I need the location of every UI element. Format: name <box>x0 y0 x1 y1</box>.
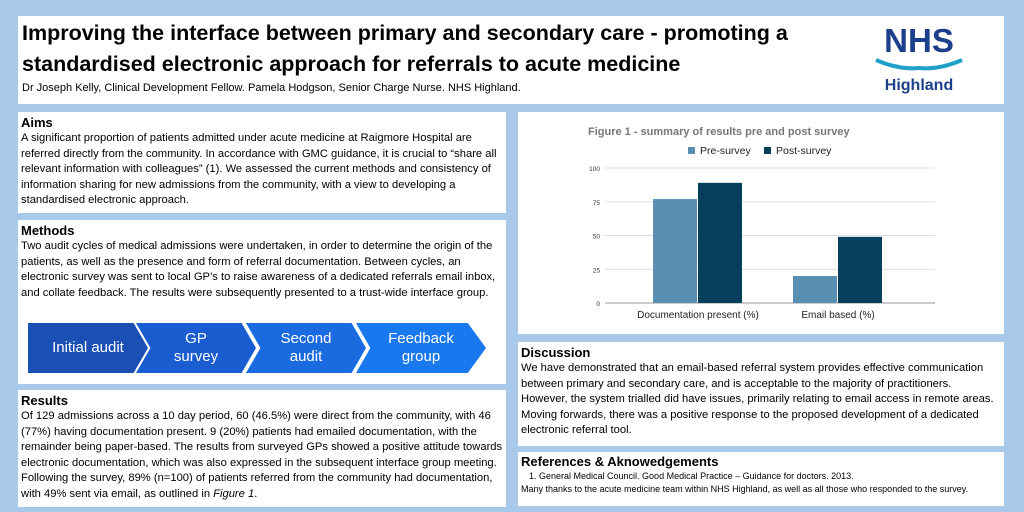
y-tick-label: 25 <box>593 267 601 274</box>
step-initial-audit: Initial audit <box>28 323 148 373</box>
chart-panel: Figure 1 - summary of results pre and po… <box>518 112 1004 334</box>
results-panel: Results Of 129 admissions across a 10 da… <box>18 390 506 507</box>
discussion-text: We have demonstrated that an email-based… <box>521 362 994 436</box>
bar-chart: Figure 1 - summary of results pre and po… <box>588 126 935 321</box>
step-second-audit: Second audit <box>246 323 366 373</box>
y-tick-label: 100 <box>589 166 600 173</box>
references-panel: References & Aknowedgements 1. General M… <box>518 452 1004 506</box>
y-tick-label: 50 <box>593 234 601 241</box>
legend-label: Post-survey <box>776 145 832 157</box>
bar <box>793 276 837 303</box>
bar <box>653 199 697 303</box>
header-panel: Improving the interface between primary … <box>18 16 1004 104</box>
y-tick-label: 0 <box>596 301 600 308</box>
step-gp-survey: GP survey <box>136 323 256 373</box>
legend-swatch <box>764 147 771 154</box>
acknowledgements-text: Many thanks to the acute medicine team w… <box>521 484 969 494</box>
aims-heading: Aims <box>21 115 53 130</box>
x-tick-label: Documentation present (%) <box>637 310 759 321</box>
step-feedback-group: Feedback group <box>356 323 486 373</box>
nhs-highland-logo: NHS Highland <box>874 24 964 95</box>
authors: Dr Joseph Kelly, Clinical Development Fe… <box>22 82 521 94</box>
aims-text: A significant proportion of patients adm… <box>21 132 497 206</box>
methods-heading: Methods <box>21 223 75 238</box>
aims-panel: Aims A significant proportion of patient… <box>18 112 506 213</box>
bar <box>838 236 882 303</box>
reference-item: 1. General Medical Council. Good Medical… <box>529 471 854 481</box>
discussion-heading: Discussion <box>521 345 591 360</box>
legend-swatch <box>688 147 695 154</box>
x-tick-label: Email based (%) <box>801 310 874 321</box>
bar <box>698 182 742 303</box>
wave-icon <box>875 58 963 71</box>
results-heading: Results <box>21 393 68 408</box>
discussion-panel: Discussion We have demonstrated that an … <box>518 342 1004 446</box>
methods-text: Two audit cycles of medical admissions w… <box>21 240 496 299</box>
references-heading: References & Aknowedgements <box>521 454 719 469</box>
poster-title: Improving the interface between primary … <box>22 21 788 76</box>
chart-title: Figure 1 - summary of results pre and po… <box>588 126 851 138</box>
y-tick-label: 75 <box>593 200 601 207</box>
legend-label: Pre-survey <box>700 145 752 157</box>
results-text: Of 129 admissions across a 10 day period… <box>21 410 503 500</box>
